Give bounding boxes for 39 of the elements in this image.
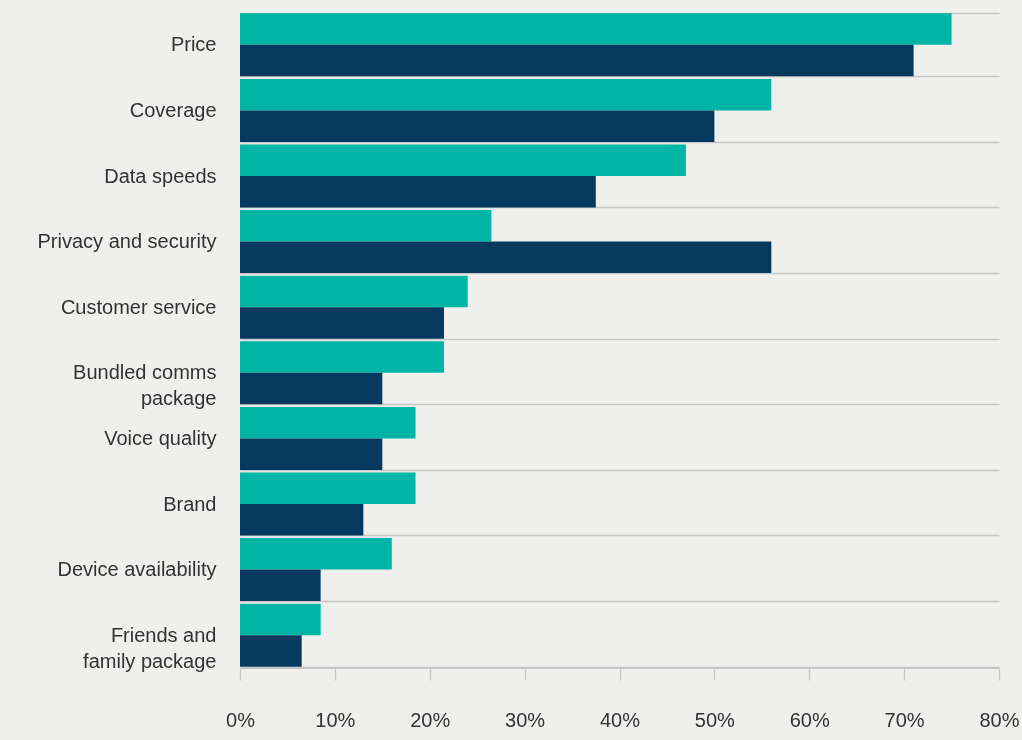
x-tick-label: 30% — [505, 708, 546, 731]
bar — [240, 406, 416, 439]
x-tick-label: 40% — [599, 708, 641, 731]
x-tick-label: 70% — [884, 708, 925, 731]
y-tick-label: Data speeds — [104, 164, 217, 187]
y-tick-label: Voice quality — [104, 426, 217, 449]
x-tick-label: 0% — [226, 708, 256, 731]
x-tick-label: 20% — [410, 708, 451, 731]
bar — [240, 241, 772, 274]
bar — [240, 438, 383, 470]
bar — [240, 144, 686, 176]
bar — [240, 341, 444, 373]
y-tick-label: Coverage — [129, 98, 217, 121]
bar — [240, 110, 715, 142]
x-tick-label: 10% — [315, 708, 356, 731]
x-tick-label: 80% — [979, 708, 1020, 731]
y-tick-label: Device availability — [57, 558, 217, 581]
bar — [240, 210, 492, 242]
bar — [240, 603, 321, 636]
bar — [240, 569, 321, 602]
bar — [240, 635, 302, 667]
bar — [240, 13, 952, 45]
y-tick-label: Brand — [163, 492, 217, 515]
bar — [240, 472, 416, 504]
bar — [240, 504, 364, 536]
x-tick-label: 60% — [789, 708, 830, 731]
bar — [240, 307, 444, 339]
y-tick-label: Friends and family package — [83, 623, 217, 672]
y-tick-label: Privacy and security — [37, 230, 217, 253]
bar — [240, 372, 383, 405]
bar — [240, 538, 392, 570]
bar — [240, 176, 596, 208]
x-tick-label: 50% — [694, 708, 736, 731]
y-tick-label: Customer service — [60, 295, 217, 318]
bar — [240, 275, 468, 308]
y-tick-label: Price — [170, 33, 217, 56]
y-tick-label: Bundled comms package — [73, 361, 217, 410]
bar — [240, 78, 772, 111]
bar — [240, 44, 914, 77]
